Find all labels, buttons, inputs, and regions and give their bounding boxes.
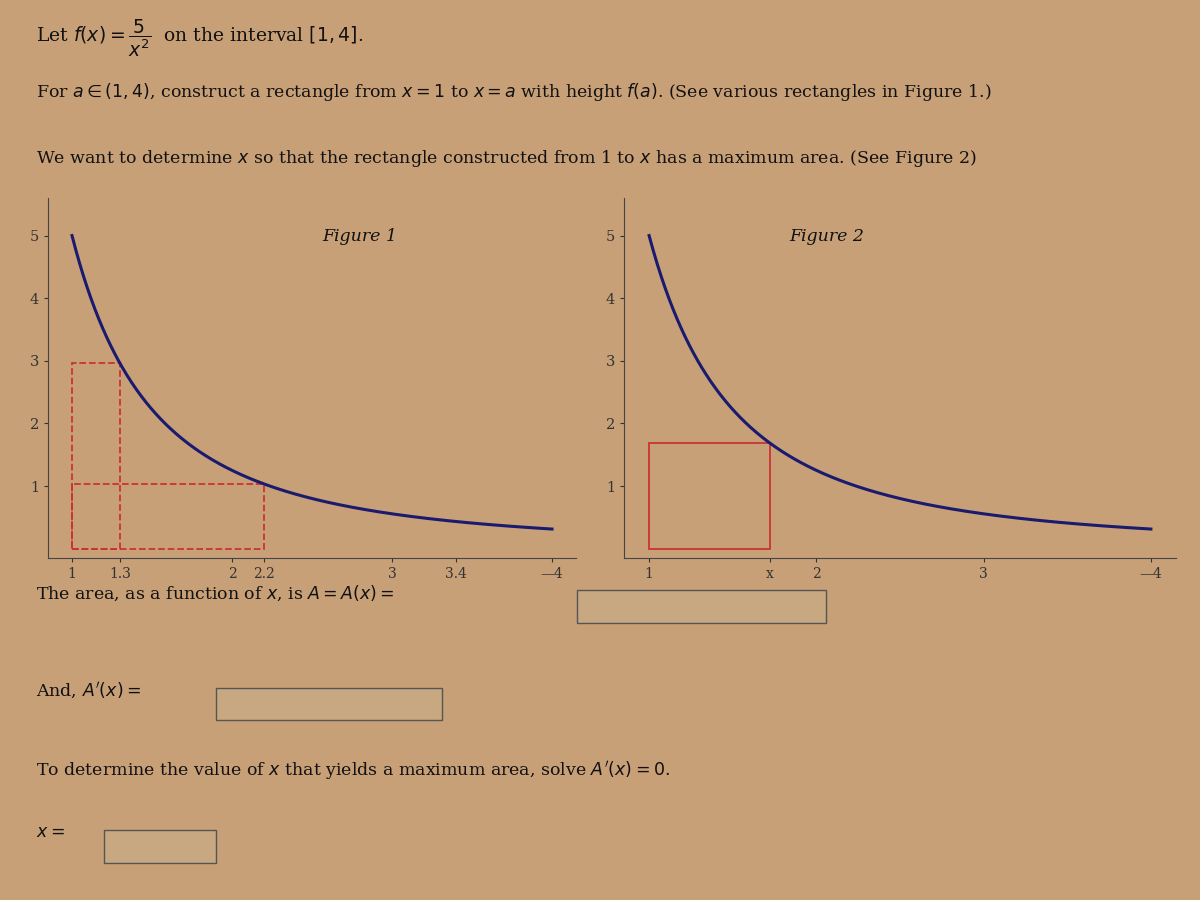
Text: And, $A'(x) = $: And, $A'(x) = $	[36, 681, 140, 701]
Text: For $a \in (1, 4)$, construct a rectangle from $x = 1$ to $x = a$ with height $f: For $a \in (1, 4)$, construct a rectangl…	[36, 81, 991, 103]
Text: Figure 2: Figure 2	[790, 229, 864, 245]
Bar	[72, 364, 120, 549]
Bar	[72, 484, 264, 549]
Text: We want to determine $x$ so that the rectangle constructed from 1 to $x$ has a m: We want to determine $x$ so that the rec…	[36, 148, 977, 168]
Bar	[216, 688, 442, 720]
Bar	[103, 830, 216, 862]
Text: $x = $: $x = $	[36, 824, 65, 841]
Text: Figure 1: Figure 1	[323, 229, 397, 245]
Bar	[577, 590, 826, 623]
Text: The area, as a function of $x$, is $A = A(x) = $: The area, as a function of $x$, is $A = …	[36, 584, 395, 603]
Text: To determine the value of $x$ that yields a maximum area, solve $A'(x) = 0$.: To determine the value of $x$ that yield…	[36, 759, 670, 782]
Text: Let $f(x) = \dfrac{5}{x^2}$  on the interval $[1, 4]$.: Let $f(x) = \dfrac{5}{x^2}$ on the inter…	[36, 18, 364, 59]
Bar	[649, 443, 769, 549]
